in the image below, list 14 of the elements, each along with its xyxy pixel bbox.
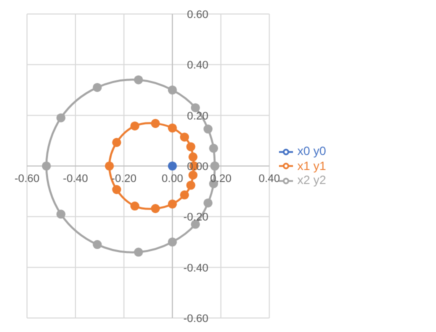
legend-label: x1 y1: [297, 158, 326, 173]
y-tick-label: -0.20: [183, 212, 208, 224]
x-tick-label: 0.20: [210, 173, 232, 185]
y-tick-label: 0.20: [186, 110, 208, 122]
y-tick-label: 0.40: [186, 60, 208, 72]
y-tick-label: -0.40: [183, 262, 208, 274]
x-tick-label: 0.00: [162, 173, 184, 185]
legend-label: x0 y0: [297, 144, 326, 158]
x-tick-label: -0.40: [62, 173, 88, 185]
y-tick-label: 0.60: [186, 9, 208, 21]
y-tick-label: -0.60: [183, 313, 208, 325]
legend-label: x2 y2: [297, 173, 326, 188]
x-tick-label: 0.40: [258, 173, 280, 185]
x-tick-label: -0.60: [14, 173, 40, 185]
